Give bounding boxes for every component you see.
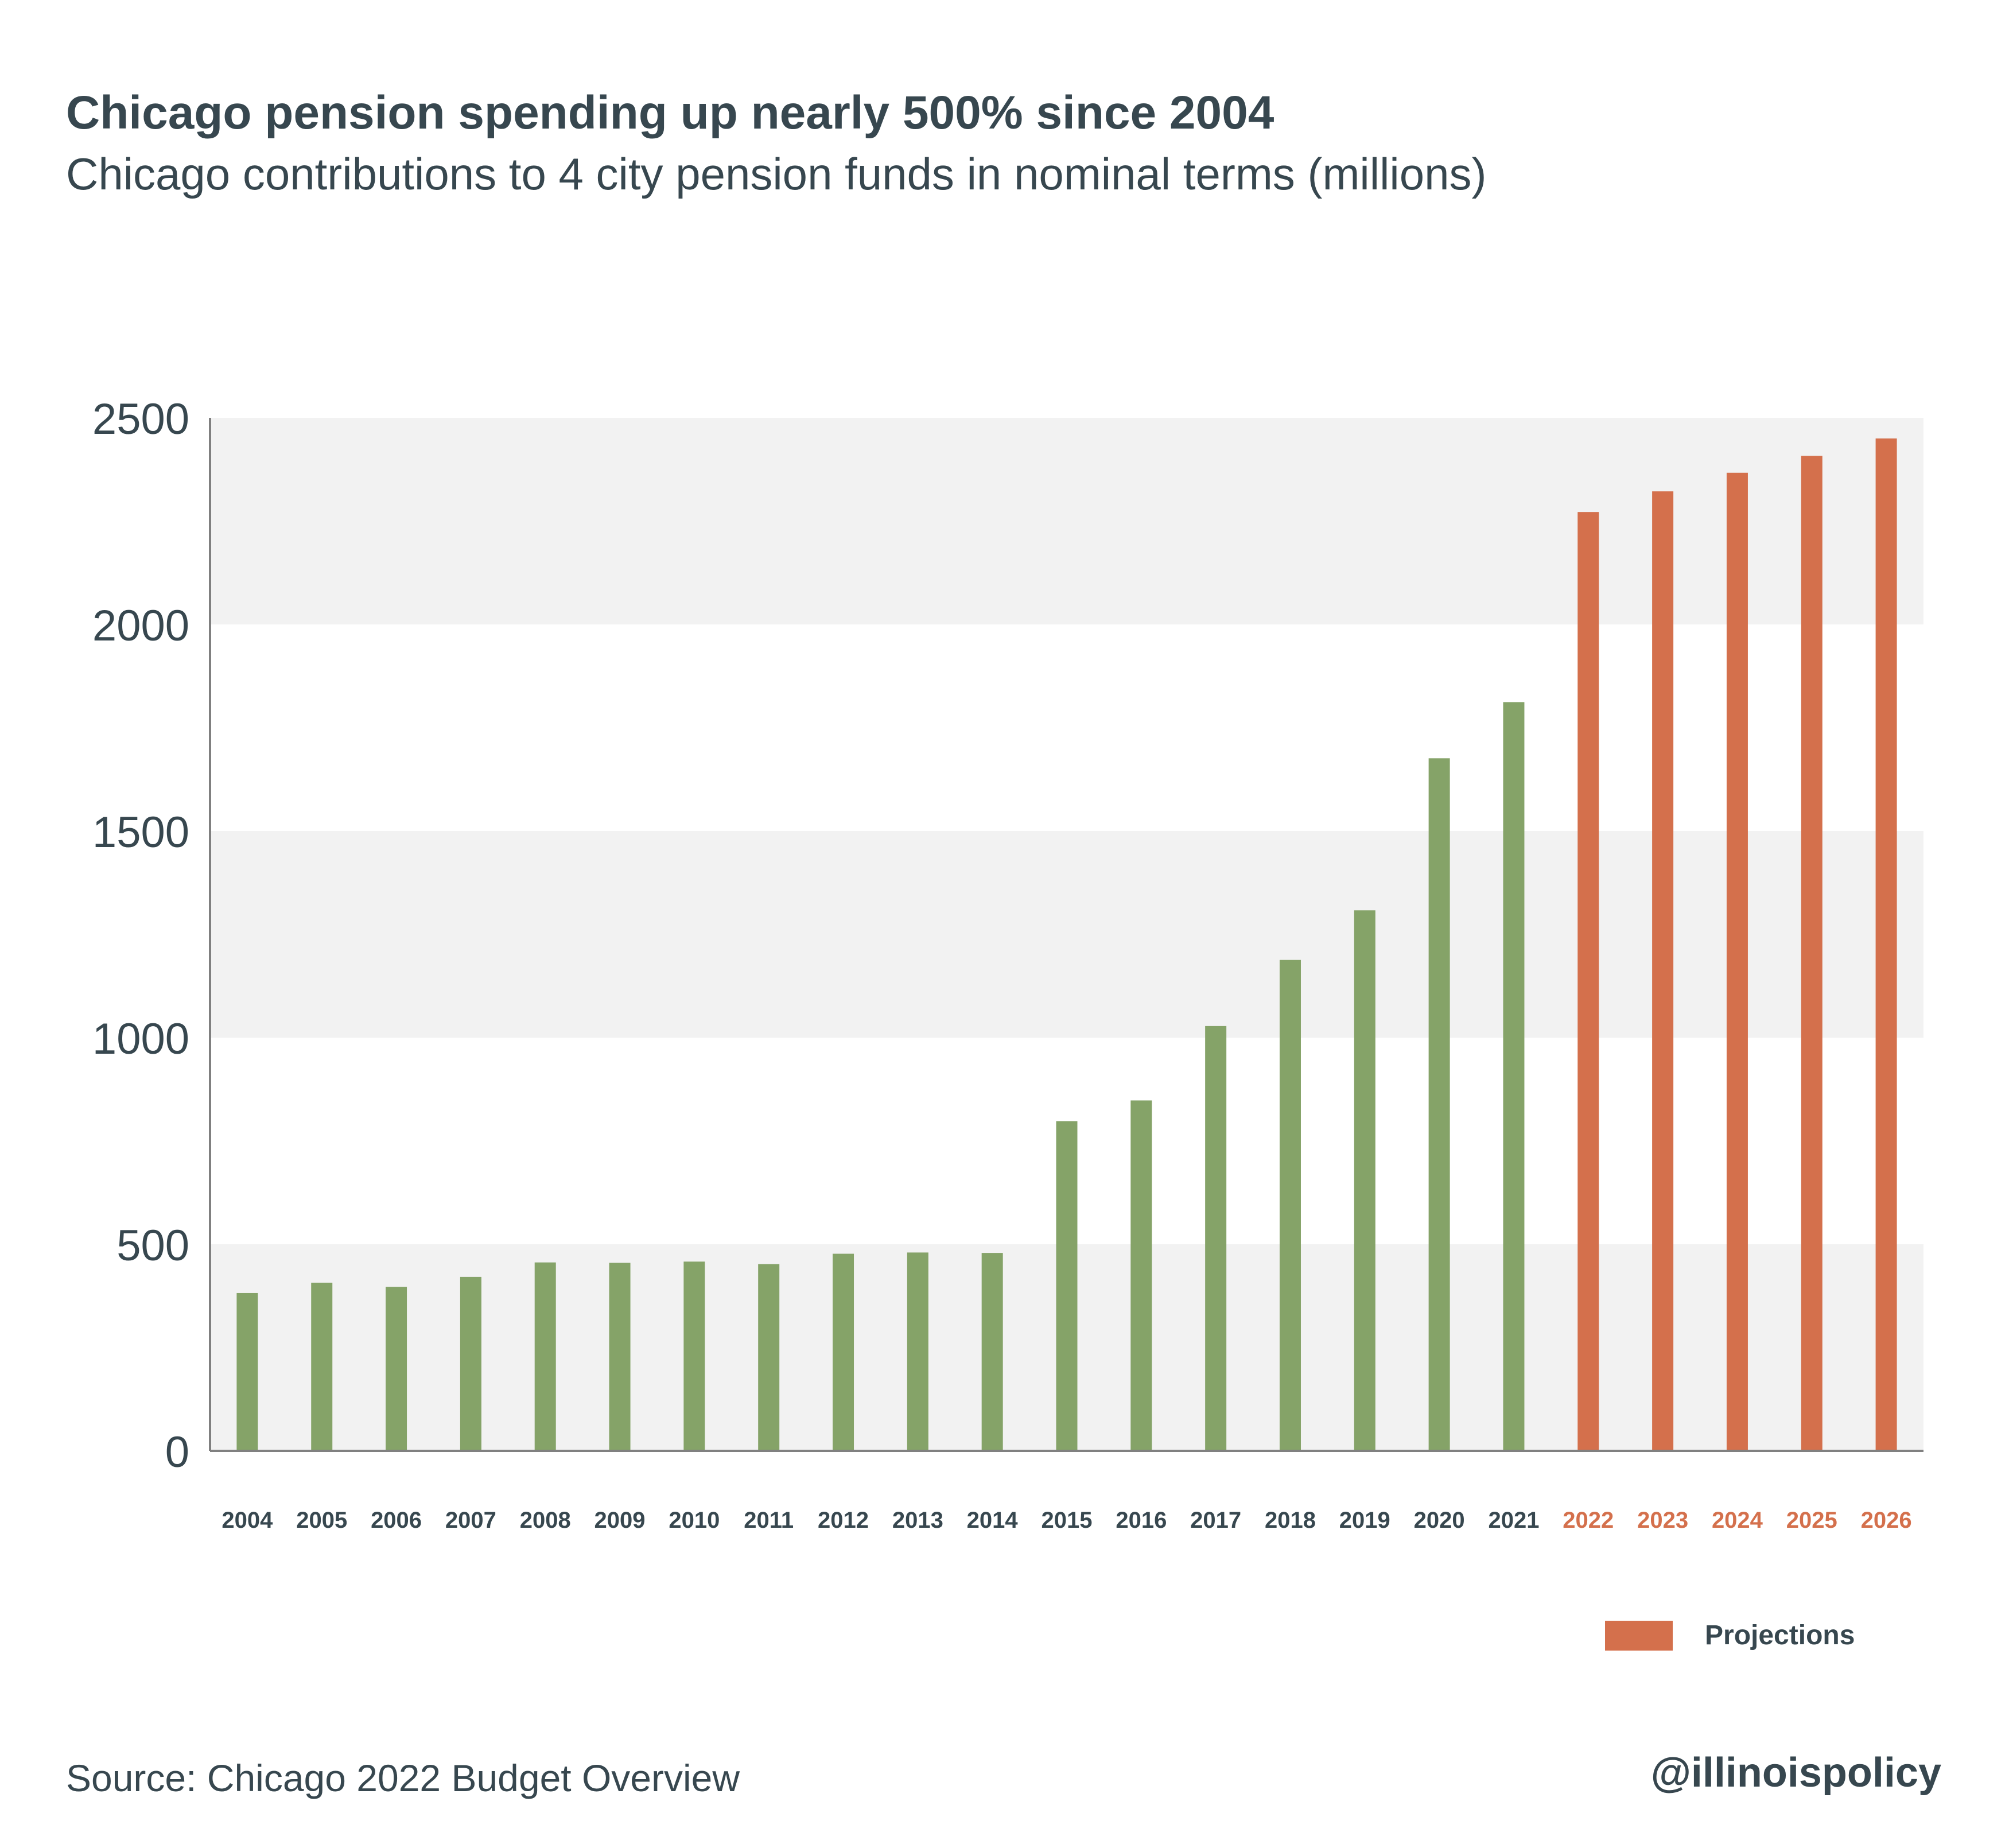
y-tick-2000: 2000 [92, 601, 189, 650]
y-tick-2500: 2500 [92, 395, 189, 444]
x-tick-2022: 2022 [1563, 1508, 1614, 1533]
bar-2016 [1130, 1100, 1152, 1451]
bar-2012 [833, 1253, 854, 1451]
bar-2018 [1279, 960, 1301, 1451]
x-tick-2023: 2023 [1637, 1508, 1688, 1533]
y-tick-labels: 0 500 1000 1500 2000 2500 [92, 395, 189, 1477]
bar-2014 [981, 1253, 1003, 1451]
x-tick-labels: 2004 2005 2006 2007 2008 2009 2010 2011 2012 2013… [222, 1508, 1911, 1533]
bars [236, 438, 1897, 1451]
grid-bands [210, 418, 1923, 1451]
bar-2020 [1428, 758, 1450, 1451]
x-tick-2005: 2005 [296, 1508, 347, 1533]
bar-2025 [1801, 456, 1823, 1451]
y-tick-1500: 1500 [92, 808, 189, 857]
bar-2009 [609, 1263, 631, 1451]
x-tick-2014: 2014 [967, 1508, 1019, 1533]
x-tick-2015: 2015 [1042, 1508, 1093, 1533]
x-tick-2006: 2006 [371, 1508, 422, 1533]
x-tick-2013: 2013 [892, 1508, 943, 1533]
x-tick-2016: 2016 [1116, 1508, 1167, 1533]
chart-title: Chicago pension spending up nearly 500% … [66, 87, 1274, 139]
x-tick-2018: 2018 [1265, 1508, 1316, 1533]
bar-2017 [1205, 1026, 1227, 1451]
x-tick-2026: 2026 [1861, 1508, 1912, 1533]
x-tick-2004: 2004 [222, 1508, 273, 1533]
x-tick-2011: 2011 [744, 1508, 794, 1533]
bar-2021 [1503, 702, 1525, 1451]
x-tick-2019: 2019 [1339, 1508, 1390, 1533]
y-tick-1000: 1000 [92, 1015, 189, 1063]
bar-2008 [534, 1262, 556, 1451]
bar-2026 [1875, 438, 1897, 1451]
brand-handle: @illinoispolicy [1650, 1750, 1941, 1796]
bar-2023 [1652, 491, 1674, 1451]
x-tick-2012: 2012 [818, 1508, 869, 1533]
bar-2011 [758, 1264, 780, 1451]
grid-band [210, 831, 1923, 1038]
bar-2006 [386, 1287, 407, 1451]
x-tick-2010: 2010 [669, 1508, 720, 1533]
x-tick-2007: 2007 [445, 1508, 496, 1533]
legend-label-projections: Projections [1705, 1620, 1855, 1651]
x-tick-2025: 2025 [1786, 1508, 1837, 1533]
x-tick-2020: 2020 [1414, 1508, 1465, 1533]
bar-2013 [907, 1252, 928, 1451]
y-tick-0: 0 [165, 1428, 189, 1477]
bar-2024 [1726, 472, 1748, 1451]
source-note: Source: Chicago 2022 Budget Overview [66, 1757, 740, 1799]
y-tick-500: 500 [116, 1221, 189, 1270]
bar-2004 [236, 1292, 258, 1451]
bar-2022 [1577, 512, 1599, 1451]
x-tick-2021: 2021 [1488, 1508, 1539, 1533]
bar-2007 [460, 1276, 481, 1451]
chart-subtitle: Chicago contributions to 4 city pension … [66, 149, 1487, 199]
legend: Projections [1605, 1620, 1855, 1651]
bar-2019 [1354, 910, 1375, 1451]
x-tick-2017: 2017 [1190, 1508, 1241, 1533]
axes [209, 418, 1923, 1452]
legend-swatch-projections [1605, 1620, 1673, 1651]
x-tick-2009: 2009 [594, 1508, 646, 1533]
grid-band [210, 418, 1923, 624]
x-tick-2024: 2024 [1712, 1508, 1763, 1533]
x-tick-2008: 2008 [520, 1508, 571, 1533]
bar-2015 [1056, 1121, 1078, 1451]
bar-2010 [683, 1261, 705, 1451]
bar-2005 [311, 1282, 333, 1451]
